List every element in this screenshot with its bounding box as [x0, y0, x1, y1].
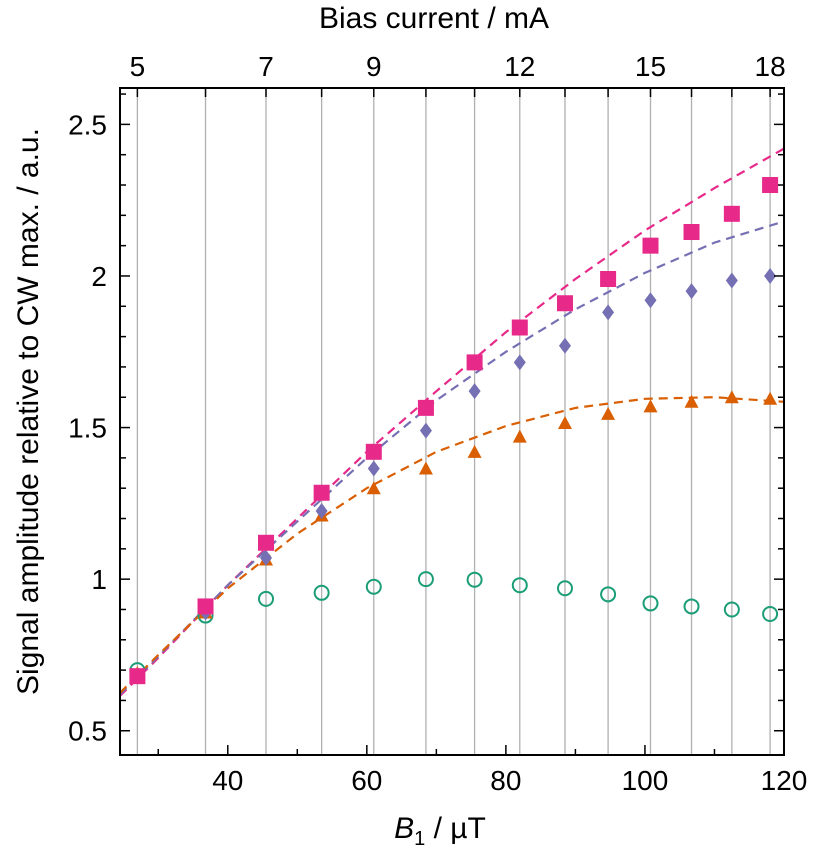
square-marker — [365, 443, 382, 460]
axis-ticks — [120, 88, 785, 755]
plot-frame — [119, 87, 785, 756]
y-tick-label: 0.5 — [68, 716, 107, 747]
circle-marker — [365, 578, 382, 595]
vertical-grid — [136, 88, 771, 755]
x-tick-label: 100 — [622, 765, 669, 796]
square-marker — [511, 319, 528, 336]
top-tick-label: 12 — [504, 51, 535, 82]
top-tick-label: 15 — [635, 51, 666, 82]
circle-marker — [642, 595, 659, 612]
triangle-marker — [601, 406, 616, 420]
triangle-marker — [643, 399, 658, 413]
circle-marker — [258, 590, 275, 607]
square-marker — [683, 224, 700, 241]
x-axis-subscript: 1 — [414, 828, 425, 850]
square-marker — [129, 668, 146, 685]
x-tick-label: 120 — [761, 765, 808, 796]
top-axis-title: Bias current / mA — [319, 2, 549, 35]
top-tick-label: 7 — [258, 51, 274, 82]
triangle-marker — [512, 429, 527, 443]
y-axis-title: Signal amplitude relative to CW max. / a… — [12, 128, 45, 695]
circle-marker — [683, 598, 700, 615]
square-marker — [600, 271, 617, 288]
x-tick-label: 40 — [212, 765, 243, 796]
square-marker — [466, 354, 483, 371]
circle-marker — [417, 571, 434, 588]
diamond-marker — [725, 272, 738, 289]
x-tick-label: 80 — [490, 765, 521, 796]
diamond-marker — [468, 383, 481, 400]
circle-marker — [466, 571, 483, 588]
square-marker — [313, 484, 330, 501]
fit-curve-triangle — [120, 396, 784, 694]
circle-marker — [313, 584, 330, 601]
triangle-marker — [684, 394, 699, 408]
fit-curve-diamond — [120, 220, 784, 696]
diamond-marker — [419, 422, 432, 439]
diamond-marker — [764, 267, 777, 284]
y-tick-label: 1.5 — [68, 413, 107, 444]
diamond-marker — [558, 337, 571, 354]
square-marker — [417, 399, 434, 416]
diamond-marker — [644, 292, 657, 309]
top-tick-label: 5 — [130, 51, 146, 82]
circle-marker — [762, 606, 779, 623]
diamond-marker — [367, 460, 380, 477]
diamond-marker — [315, 502, 328, 519]
circle-marker — [600, 586, 617, 603]
triangle-marker — [557, 416, 572, 430]
data-markers — [129, 177, 779, 685]
diamond-marker — [260, 549, 273, 566]
diamond-marker — [685, 283, 698, 300]
diamond-marker — [602, 304, 615, 321]
x-axis-symbol: B — [394, 812, 414, 845]
triangle-marker — [467, 444, 482, 458]
top-tick-label: 9 — [366, 51, 382, 82]
triangle-marker — [366, 481, 381, 495]
triangle-marker — [724, 390, 739, 404]
square-marker — [723, 205, 740, 222]
triangle-marker — [763, 391, 778, 405]
diamond-marker — [513, 354, 526, 371]
x-axis-unit: / µT — [425, 812, 486, 845]
y-tick-label: 1 — [91, 564, 107, 595]
square-marker — [556, 295, 573, 312]
circle-marker — [723, 601, 740, 618]
x-tick-label: 60 — [351, 765, 382, 796]
top-tick-label: 18 — [755, 51, 786, 82]
circle-marker — [556, 580, 573, 597]
square-marker — [258, 534, 275, 551]
x-axis-title: B1 / µT — [394, 812, 486, 850]
square-marker — [762, 177, 779, 194]
tick-labels: 5 7 9 12 15 18 40 60 80 100 120 0.5 1 1.5 2 2.5 — [68, 51, 807, 796]
square-marker — [197, 598, 214, 615]
y-tick-label: 2.5 — [68, 109, 107, 140]
square-marker — [642, 237, 659, 254]
y-tick-label: 2 — [91, 261, 107, 292]
circle-marker — [511, 577, 528, 594]
triangle-marker — [418, 461, 433, 475]
